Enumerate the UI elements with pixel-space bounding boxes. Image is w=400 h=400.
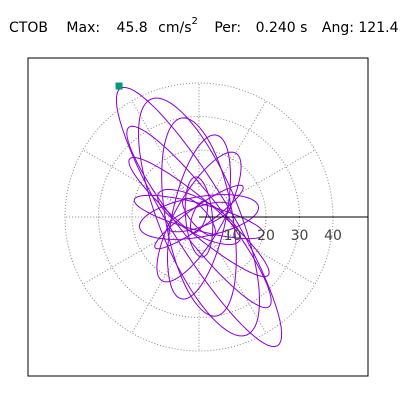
orbit-loop-2 (137, 97, 261, 337)
orbit-loop-10 (154, 184, 244, 250)
orbit-loop-6 (166, 134, 232, 300)
orbit-loop-9 (138, 194, 260, 240)
orbit-loop-4 (161, 117, 237, 317)
orbit-loop-13 (166, 201, 232, 233)
max-unit: cm/s2 (158, 12, 198, 38)
orbit-loop-8 (133, 194, 265, 240)
radial-tick-labels: 10 20 30 40 (224, 228, 342, 244)
orbit-loop-5 (128, 157, 270, 277)
max-unit-base: cm/s (158, 20, 192, 36)
orbit-trace (115, 86, 283, 348)
max-value: 45.8 (116, 20, 148, 36)
angle-label: Ang: (321, 20, 354, 36)
start-marker (115, 82, 123, 90)
station-code: CTOB (9, 20, 48, 36)
tick-label-10: 10 (224, 228, 242, 244)
orbit-loop-1 (115, 86, 283, 348)
orbit-loop-15 (190, 200, 208, 234)
tick-label-20: 20 (257, 228, 275, 244)
tick-label-30: 30 (291, 228, 309, 244)
start-marker-group (115, 82, 123, 90)
period-label: Per: (214, 20, 242, 36)
chart-header: CTOB Max: 45.8 cm/s2 Per: 0.240 s Ang: 1… (9, 12, 398, 38)
orbit-loop-14 (182, 197, 216, 237)
angle-value: 121.4 (358, 20, 399, 36)
orbit-loop-11 (156, 188, 242, 246)
max-unit-exponent: 2 (191, 16, 198, 27)
period-value: 0.240 s (255, 20, 308, 36)
max-label: Max: (66, 20, 101, 36)
tick-label-40: 40 (324, 228, 342, 244)
orbit-loop-3 (126, 125, 272, 309)
